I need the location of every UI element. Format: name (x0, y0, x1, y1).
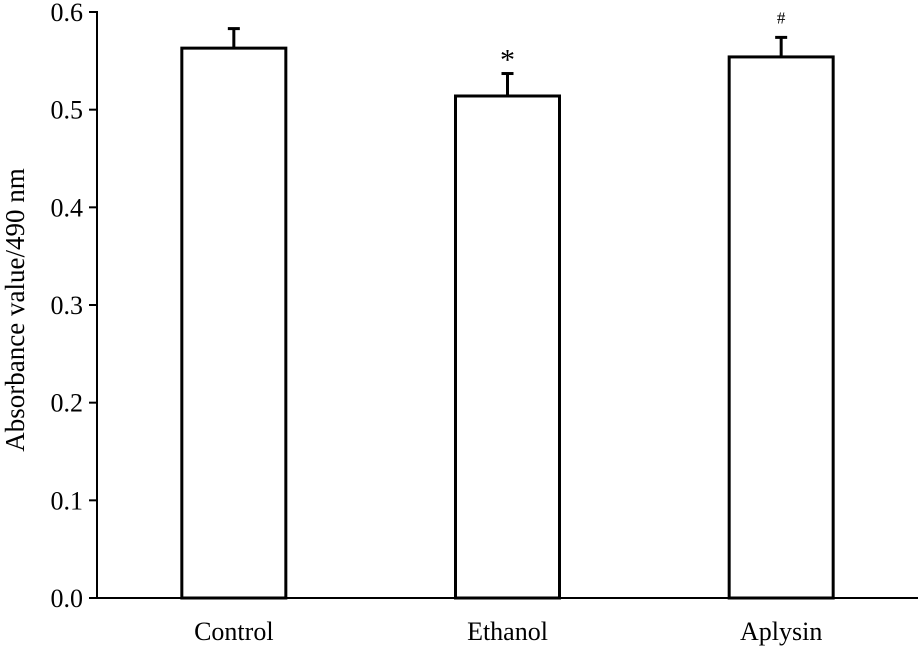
y-tick-label: 0.2 (51, 389, 84, 418)
x-tick-label: Control (194, 617, 273, 646)
y-tick-label: 0.5 (51, 96, 84, 125)
y-ticks: 0.0 0.1 0.2 0.3 0.4 0.5 0.6 (51, 0, 97, 613)
x-tick-label: Aplysin (740, 617, 822, 646)
y-tick-label: 0.3 (51, 291, 84, 320)
significance-marker: # (777, 8, 786, 27)
y-tick-label: 0.1 (51, 486, 84, 515)
y-axis-title: Absorbance value/490 nm (0, 168, 30, 451)
y-tick-label: 0.6 (51, 0, 84, 27)
y-tick-label: 0.4 (51, 193, 84, 222)
bar-control (180, 46, 288, 600)
y-tick-label: 0.0 (51, 584, 84, 613)
bar-aplysin (727, 55, 835, 600)
x-tick-label: Ethanol (467, 617, 548, 646)
x-tick-labels: Control Ethanol Aplysin (194, 617, 822, 646)
significance-marker: * (500, 44, 515, 77)
bar-ethanol (454, 94, 561, 600)
bars: *# (180, 8, 835, 600)
